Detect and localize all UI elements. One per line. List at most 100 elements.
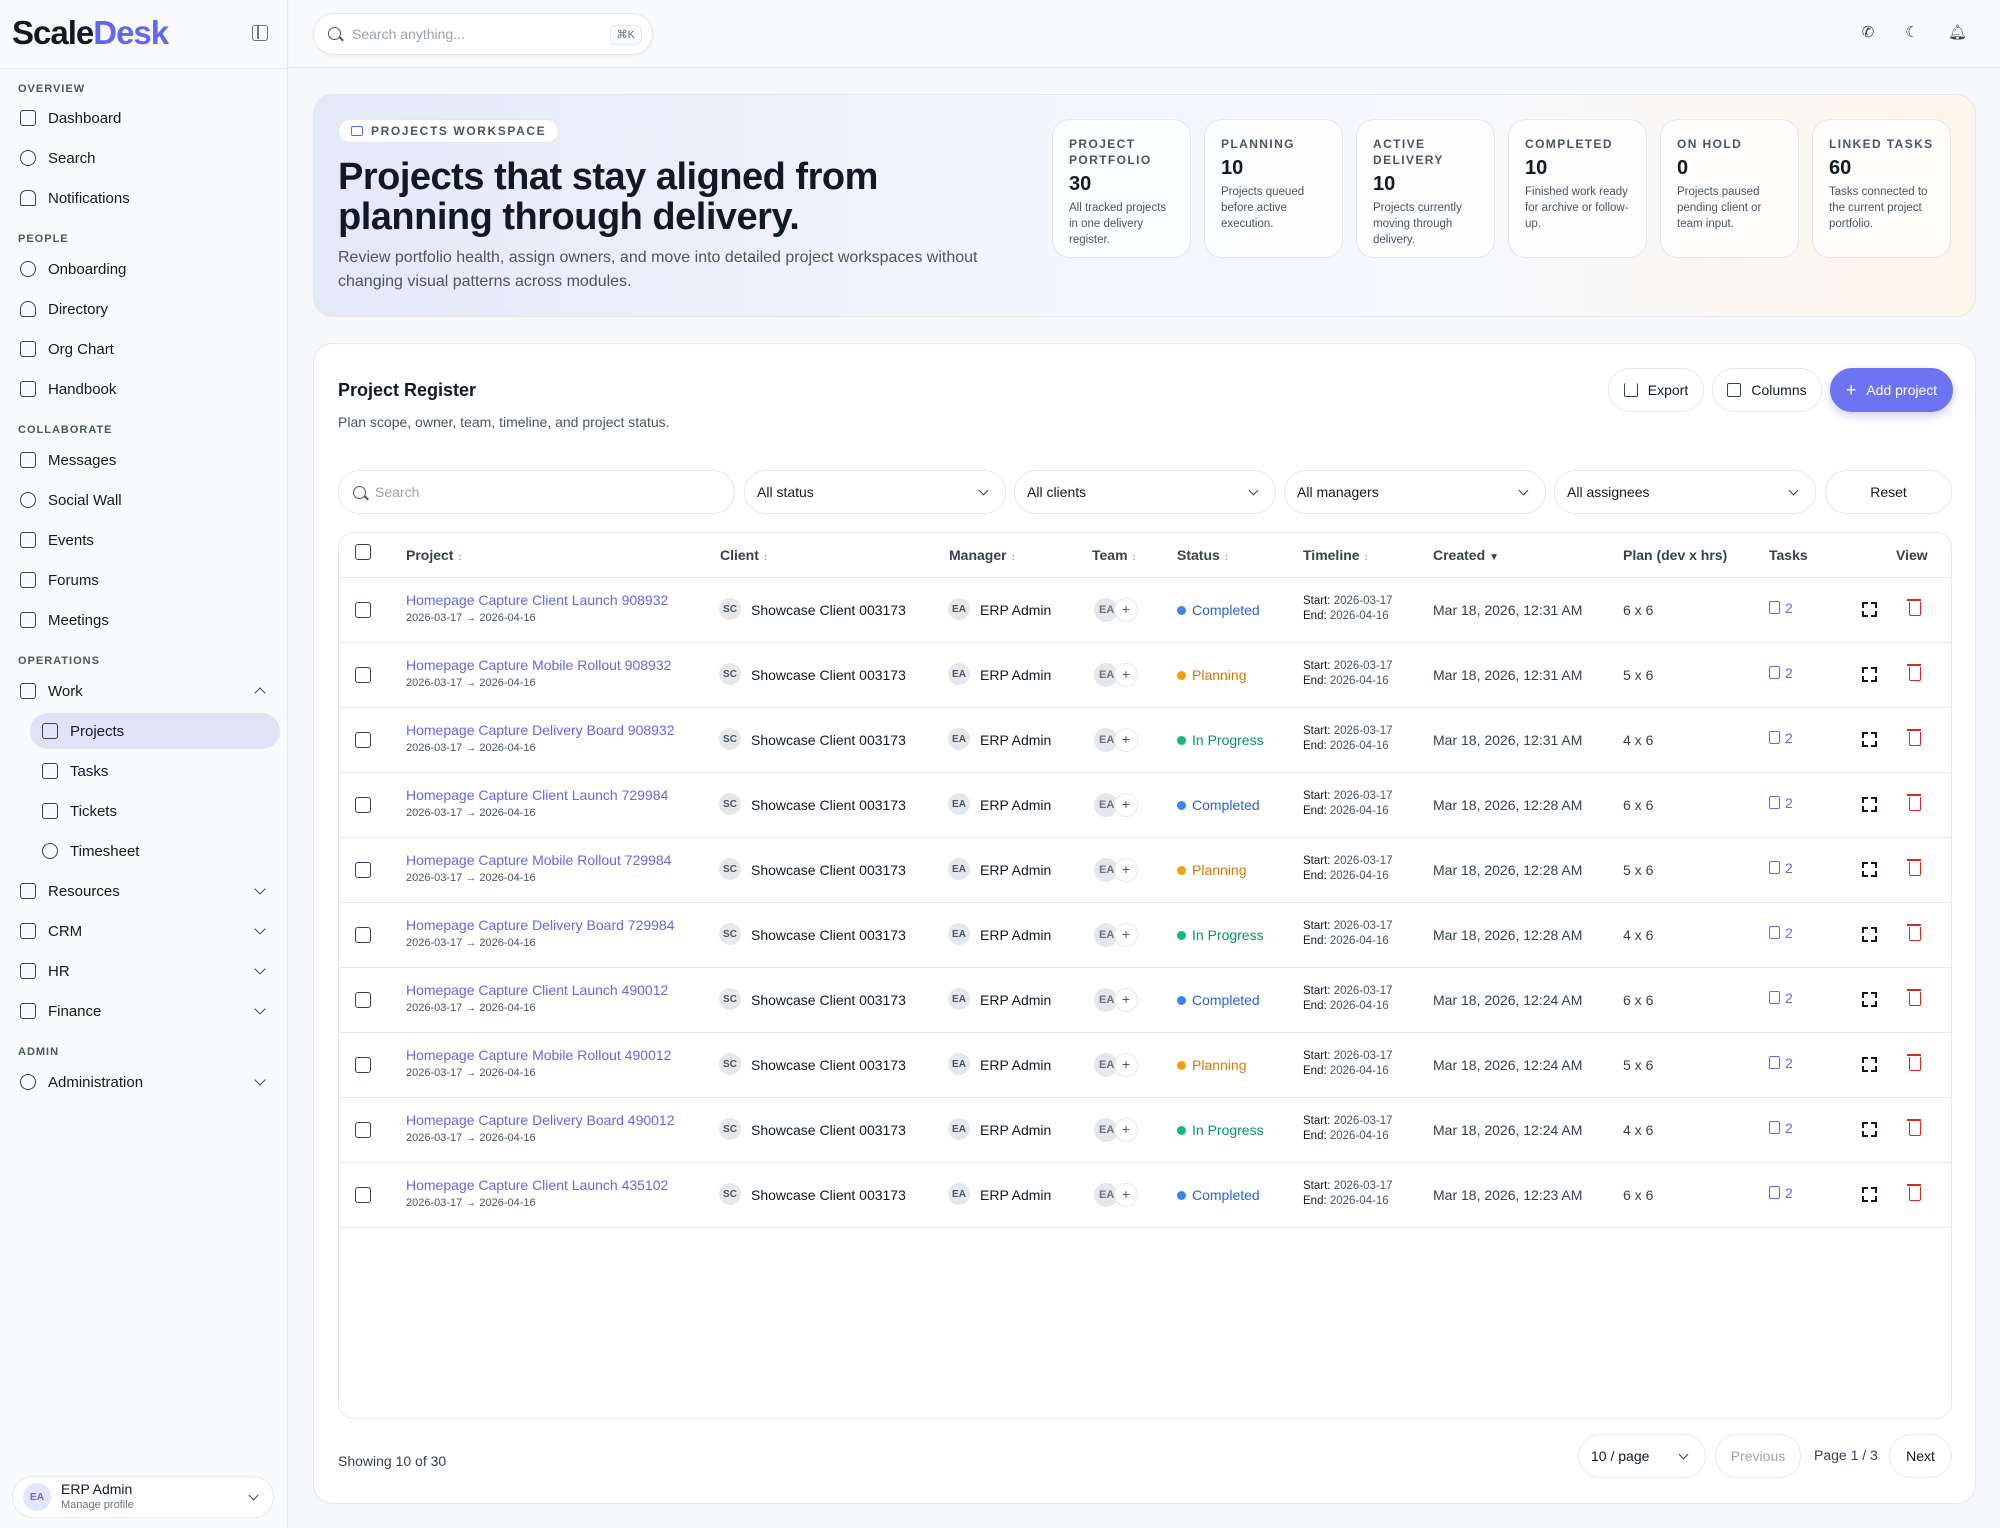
row-checkbox[interactable] [355,667,371,683]
expand-icon[interactable] [1862,797,1877,812]
per-page-select[interactable]: 10 / page [1578,1434,1706,1478]
add-team-member-button[interactable]: + [1114,923,1138,947]
sidebar-item-messages[interactable]: Messages [8,442,280,478]
phone-icon[interactable]: ✆ [1861,24,1875,41]
table-row[interactable]: Homepage Capture Delivery Board 908932 20… [339,707,1951,772]
project-name-link[interactable]: Homepage Capture Mobile Rollout 729984 [406,852,672,868]
sidebar-item-social-wall[interactable]: Social Wall [8,482,280,518]
next-button[interactable]: Next [1889,1434,1952,1478]
table-row[interactable]: Homepage Capture Delivery Board 490012 20… [339,1097,1951,1162]
col-team[interactable]: Team ↕ [1092,547,1137,563]
add-team-member-button[interactable]: + [1114,793,1138,817]
expand-icon[interactable] [1862,732,1877,747]
export-button[interactable]: Export [1608,368,1704,412]
tasks-link[interactable]: 2 [1769,1120,1793,1136]
expand-icon[interactable] [1862,1057,1877,1072]
sidebar-item-crm[interactable]: CRM [8,913,280,949]
sidebar-collapse-icon[interactable] [252,25,268,41]
sidebar-item-search[interactable]: Search [8,140,280,176]
trash-icon[interactable] [1907,989,1921,1006]
sidebar-item-resources[interactable]: Resources [8,873,280,909]
status-filter-select[interactable]: All status [744,470,1006,514]
trash-icon[interactable] [1907,1184,1921,1201]
table-row[interactable]: Homepage Capture Client Launch 908932 202… [339,577,1951,642]
sidebar-item-projects[interactable]: Projects [30,713,280,749]
reset-button[interactable]: Reset [1825,470,1952,514]
expand-icon[interactable] [1862,1122,1877,1137]
project-name-link[interactable]: Homepage Capture Client Launch 435102 [406,1177,669,1193]
col-project[interactable]: Project ↕ [406,547,462,563]
row-checkbox[interactable] [355,992,371,1008]
table-row[interactable]: Homepage Capture Client Launch 435102 202… [339,1162,1951,1227]
select-all-checkbox[interactable] [355,544,371,560]
row-checkbox[interactable] [355,797,371,813]
add-project-button[interactable]: + Add project [1830,368,1953,412]
project-name-link[interactable]: Homepage Capture Mobile Rollout 908932 [406,657,672,673]
trash-icon[interactable] [1907,729,1921,746]
col-timeline[interactable]: Timeline ↕ [1303,547,1369,563]
project-name-link[interactable]: Homepage Capture Client Launch 908932 [406,592,669,608]
row-checkbox[interactable] [355,1187,371,1203]
row-checkbox[interactable] [355,732,371,748]
add-team-member-button[interactable]: + [1114,1118,1138,1142]
sidebar-item-dashboard[interactable]: Dashboard [8,100,280,136]
sidebar-item-org-chart[interactable]: Org Chart [8,331,280,367]
trash-icon[interactable] [1907,794,1921,811]
add-team-member-button[interactable]: + [1114,598,1138,622]
project-name-link[interactable]: Homepage Capture Delivery Board 908932 [406,722,675,738]
row-checkbox[interactable] [355,1057,371,1073]
trash-icon[interactable] [1907,599,1921,616]
tasks-link[interactable]: 2 [1769,1185,1793,1201]
tasks-link[interactable]: 2 [1769,795,1793,811]
global-search-input[interactable]: Search anything... ⌘K [313,13,653,55]
expand-icon[interactable] [1862,992,1877,1007]
sidebar-item-timesheet[interactable]: Timesheet [30,833,280,869]
expand-icon[interactable] [1862,862,1877,877]
sidebar-item-onboarding[interactable]: Onboarding [8,251,280,287]
sidebar-item-tickets[interactable]: Tickets [30,793,280,829]
trash-icon[interactable] [1907,859,1921,876]
previous-button[interactable]: Previous [1715,1434,1801,1478]
add-team-member-button[interactable]: + [1114,1053,1138,1077]
assignee-filter-select[interactable]: All assignees [1554,470,1816,514]
row-checkbox[interactable] [355,927,371,943]
col-client[interactable]: Client ↕ [720,547,768,563]
tasks-link[interactable]: 2 [1769,730,1793,746]
add-team-member-button[interactable]: + [1114,663,1138,687]
trash-icon[interactable] [1907,1054,1921,1071]
table-row[interactable]: Homepage Capture Client Launch 729984 202… [339,772,1951,837]
profile-menu[interactable]: EA ERP Admin Manage profile [12,1476,274,1518]
col-status[interactable]: Status ↕ [1177,547,1229,563]
tasks-link[interactable]: 2 [1769,665,1793,681]
add-team-member-button[interactable]: + [1114,988,1138,1012]
tasks-link[interactable]: 2 [1769,860,1793,876]
project-name-link[interactable]: Homepage Capture Mobile Rollout 490012 [406,1047,672,1063]
row-checkbox[interactable] [355,602,371,618]
sidebar-item-hr[interactable]: HR [8,953,280,989]
sidebar-item-tasks[interactable]: Tasks [30,753,280,789]
col-manager[interactable]: Manager ↕ [949,547,1016,563]
sidebar-item-directory[interactable]: Directory [8,291,280,327]
col-created[interactable]: Created ▼ [1433,547,1499,563]
expand-icon[interactable] [1862,1187,1877,1202]
tasks-link[interactable]: 2 [1769,1055,1793,1071]
trash-icon[interactable] [1907,1119,1921,1136]
row-checkbox[interactable] [355,862,371,878]
manager-filter-select[interactable]: All managers [1284,470,1546,514]
client-filter-select[interactable]: All clients [1014,470,1276,514]
sidebar-item-notifications[interactable]: Notifications [8,180,280,216]
project-name-link[interactable]: Homepage Capture Client Launch 729984 [406,787,669,803]
row-checkbox[interactable] [355,1122,371,1138]
add-team-member-button[interactable]: + [1114,858,1138,882]
moon-icon[interactable]: ☾ [1905,24,1919,41]
sidebar-item-finance[interactable]: Finance [8,993,280,1029]
table-row[interactable]: Homepage Capture Mobile Rollout 729984 20… [339,837,1951,902]
project-name-link[interactable]: Homepage Capture Client Launch 490012 [406,982,669,998]
expand-icon[interactable] [1862,667,1877,682]
sidebar-item-handbook[interactable]: Handbook [8,371,280,407]
tasks-link[interactable]: 2 [1769,990,1793,1006]
register-search-input[interactable]: Search [338,470,735,514]
table-row[interactable]: Homepage Capture Client Launch 490012 202… [339,967,1951,1032]
tasks-link[interactable]: 2 [1769,925,1793,941]
table-row[interactable]: Homepage Capture Delivery Board 729984 20… [339,902,1951,967]
